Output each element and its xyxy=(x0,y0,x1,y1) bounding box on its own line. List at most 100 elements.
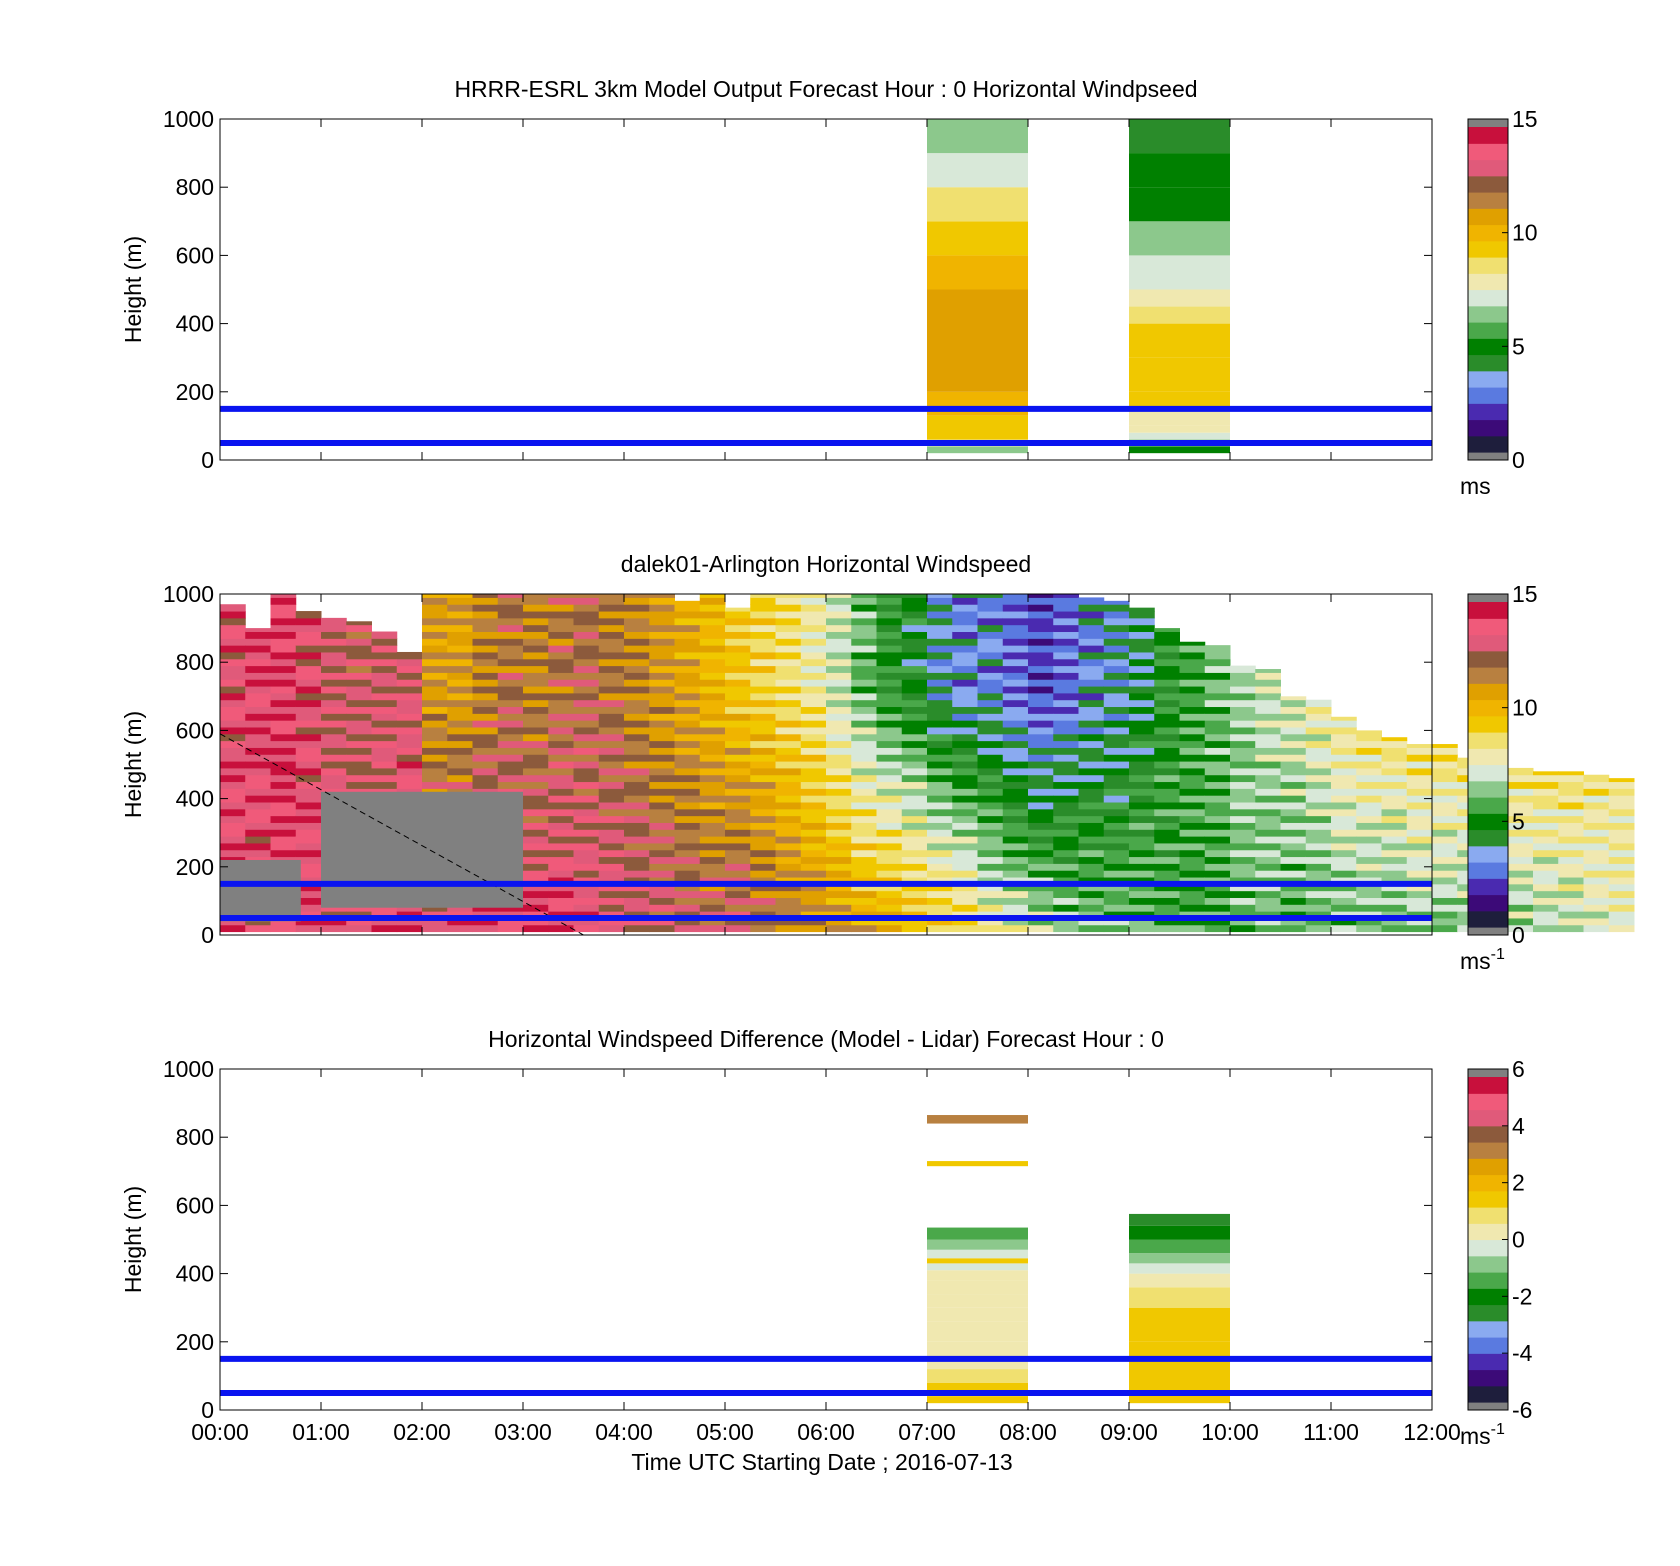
heatmap-cell xyxy=(1103,829,1130,837)
heatmap-cell xyxy=(1154,802,1180,810)
heatmap-cell xyxy=(1028,651,1054,660)
heatmap-cell xyxy=(1129,1277,1230,1288)
heatmap-cell xyxy=(800,877,827,885)
heatmap-cell xyxy=(396,774,423,783)
heatmap-cell xyxy=(497,733,524,742)
heatmap-cell xyxy=(396,904,423,912)
heatmap-cell xyxy=(775,815,802,823)
heatmap-cell xyxy=(245,849,271,858)
heatmap-cell xyxy=(346,733,372,742)
heatmap-cell xyxy=(1154,795,1180,803)
heatmap-cell xyxy=(1028,754,1054,762)
heatmap-cell xyxy=(1230,692,1256,701)
heatmap-cell xyxy=(346,713,372,721)
heatmap-cell xyxy=(952,815,978,823)
colorbar-band xyxy=(1468,338,1508,356)
heatmap-cell xyxy=(1432,754,1458,762)
heatmap-cell xyxy=(699,829,726,837)
heatmap-cell xyxy=(598,726,625,735)
heatmap-cell xyxy=(1305,829,1332,837)
heatmap-cell xyxy=(1028,645,1054,653)
heatmap-cell xyxy=(1028,604,1054,612)
heatmap-cell xyxy=(1154,631,1180,639)
heatmap-cell xyxy=(1053,740,1079,748)
colorbar-band xyxy=(1468,1385,1508,1403)
heatmap-cell xyxy=(1053,679,1079,687)
heatmap-cell xyxy=(245,726,271,735)
colorbar-unit-exponent: -1 xyxy=(1491,1421,1505,1438)
x-axis-label: Time UTC Starting Date ; 2016-07-13 xyxy=(631,1449,1012,1475)
heatmap-cell xyxy=(472,740,499,748)
heatmap-cell xyxy=(826,863,852,871)
heatmap-cell xyxy=(674,788,701,796)
heatmap-cell xyxy=(497,911,524,919)
heatmap-cell xyxy=(826,611,852,619)
heatmap-cell xyxy=(876,924,903,933)
heatmap-cell xyxy=(1381,917,1408,926)
colorbar-band xyxy=(1468,322,1508,339)
heatmap-cell xyxy=(1129,658,1155,667)
colorbar-frame xyxy=(1467,593,1509,936)
heatmap-cell xyxy=(1028,883,1054,892)
heatmap-cell xyxy=(977,822,1004,830)
heatmap-cell xyxy=(699,651,726,660)
heatmap-cell xyxy=(1002,720,1029,728)
heatmap-cell xyxy=(952,897,978,905)
heatmap-cell xyxy=(1507,870,1534,878)
heatmap-cell xyxy=(901,611,928,619)
heatmap-cell xyxy=(1002,679,1029,687)
heatmap-cell xyxy=(548,740,574,748)
heatmap-cell xyxy=(422,740,448,748)
heatmap-cell xyxy=(1078,911,1105,919)
heatmap-cell xyxy=(851,651,877,660)
heatmap-cell xyxy=(1331,842,1357,851)
heatmap-cell xyxy=(1558,863,1584,871)
heatmap-cell xyxy=(750,617,776,626)
colorbar-band xyxy=(1468,435,1508,453)
heatmap-cell xyxy=(800,692,827,701)
heatmap-cell xyxy=(245,713,271,721)
heatmap-cell xyxy=(1533,911,1559,919)
heatmap-cell xyxy=(472,611,499,619)
heatmap-cell xyxy=(851,597,877,605)
heatmap-cell xyxy=(800,802,827,810)
heatmap-cell xyxy=(523,917,549,926)
colorbar-band xyxy=(1468,667,1508,684)
heatmap-cell xyxy=(1255,795,1281,803)
heatmap-cell xyxy=(295,692,322,701)
heatmap-cell xyxy=(725,740,751,748)
heatmap-cell xyxy=(1103,665,1130,673)
heatmap-cell xyxy=(1103,863,1130,871)
heatmap-cell xyxy=(1230,720,1256,728)
heatmap-cell xyxy=(472,594,499,598)
heatmap-cell xyxy=(674,754,701,762)
heatmap-cell xyxy=(1507,856,1534,864)
heatmap-cell xyxy=(1179,836,1206,844)
colorbar-cap xyxy=(1468,1402,1508,1410)
heatmap-cell xyxy=(775,624,802,633)
heatmap-cell xyxy=(624,617,650,626)
heatmap-cell xyxy=(270,829,297,837)
heatmap-cell xyxy=(775,638,802,646)
heatmap-cell xyxy=(851,877,877,885)
heatmap-cell xyxy=(548,808,574,817)
heatmap-cell xyxy=(270,747,297,755)
heatmap-cell xyxy=(447,645,473,653)
heatmap-cell xyxy=(245,699,271,708)
heatmap-cell xyxy=(573,788,600,796)
x-tick-label: 11:00 xyxy=(1303,1419,1359,1445)
heatmap-cell xyxy=(1507,822,1534,830)
heatmap-cell xyxy=(523,883,549,892)
heatmap-cell xyxy=(396,754,423,762)
heatmap-cell xyxy=(396,713,423,721)
heatmap-cell xyxy=(901,897,928,905)
heatmap-cell xyxy=(371,911,398,919)
heatmap-cell xyxy=(699,692,726,701)
x-tick-label: 09:00 xyxy=(1100,1419,1158,1445)
heatmap-cell xyxy=(573,747,600,755)
heatmap-cell xyxy=(371,754,398,762)
heatmap-cell xyxy=(270,815,297,823)
heatmap-cell xyxy=(952,679,978,687)
colorbar-band xyxy=(1468,1109,1508,1127)
heatmap-cell xyxy=(649,849,675,858)
